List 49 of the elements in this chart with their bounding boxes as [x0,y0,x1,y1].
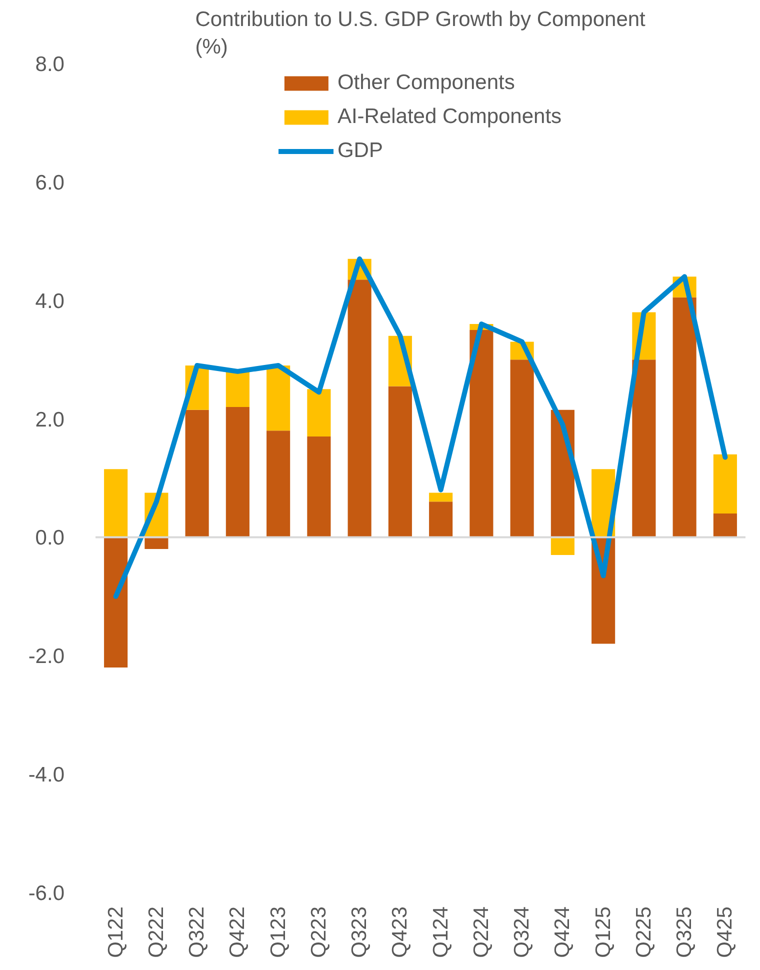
y-tick-label: -6.0 [28,882,64,905]
bar [144,537,168,550]
x-tick-label: Q123 [266,906,290,958]
bar [429,492,453,502]
x-tick-label: Q323 [348,906,372,958]
bar [226,371,250,407]
y-tick-label: 8.0 [35,53,65,76]
x-tick-label: Q422 [226,906,250,958]
bar [307,389,331,437]
bar [104,537,128,668]
x-tick-label: Q225 [632,906,656,958]
x-tick-label: Q423 [388,906,412,958]
y-tick-label: 0.0 [35,526,65,550]
x-tick-label: Q425 [714,906,737,958]
x-tick-label: Q122 [104,906,128,958]
x-tick-label: Q222 [144,906,168,958]
x-tick-label: Q325 [673,906,696,958]
bar [104,469,128,538]
bar [266,430,290,538]
y-tick-label: 4.0 [35,290,65,313]
bar [429,502,453,538]
y-tick-label: 2.0 [35,408,65,432]
bar [550,537,574,555]
bar [672,297,696,538]
bar [713,454,737,514]
legend-label: GDP [337,139,383,163]
x-tick-label: Q324 [510,906,534,958]
y-tick-label: -4.0 [28,764,64,787]
bar [388,386,412,538]
bar [266,365,290,431]
y-tick-label: 6.0 [35,171,65,194]
bar [632,360,656,538]
bar [348,280,372,538]
y-tick-label: -2.0 [28,645,64,668]
bar [185,410,209,538]
x-tick-label: Q224 [470,906,493,958]
bar [510,360,534,538]
bar [713,514,737,538]
bar [307,436,331,538]
chart-title: Contribution to U.S. GDP Growth by Component (%) [195,8,646,58]
x-tick-label: Q223 [307,906,330,958]
legend-label: AI-Related Components [337,105,562,129]
x-tick-label: Q125 [592,906,615,958]
bar [470,330,494,538]
x-tick-label: Q322 [186,906,209,958]
x-tick-label: Q124 [429,906,452,958]
legend-label: Other Components [337,71,515,95]
x-tick-label: Q424 [551,906,574,958]
bar [226,406,250,538]
